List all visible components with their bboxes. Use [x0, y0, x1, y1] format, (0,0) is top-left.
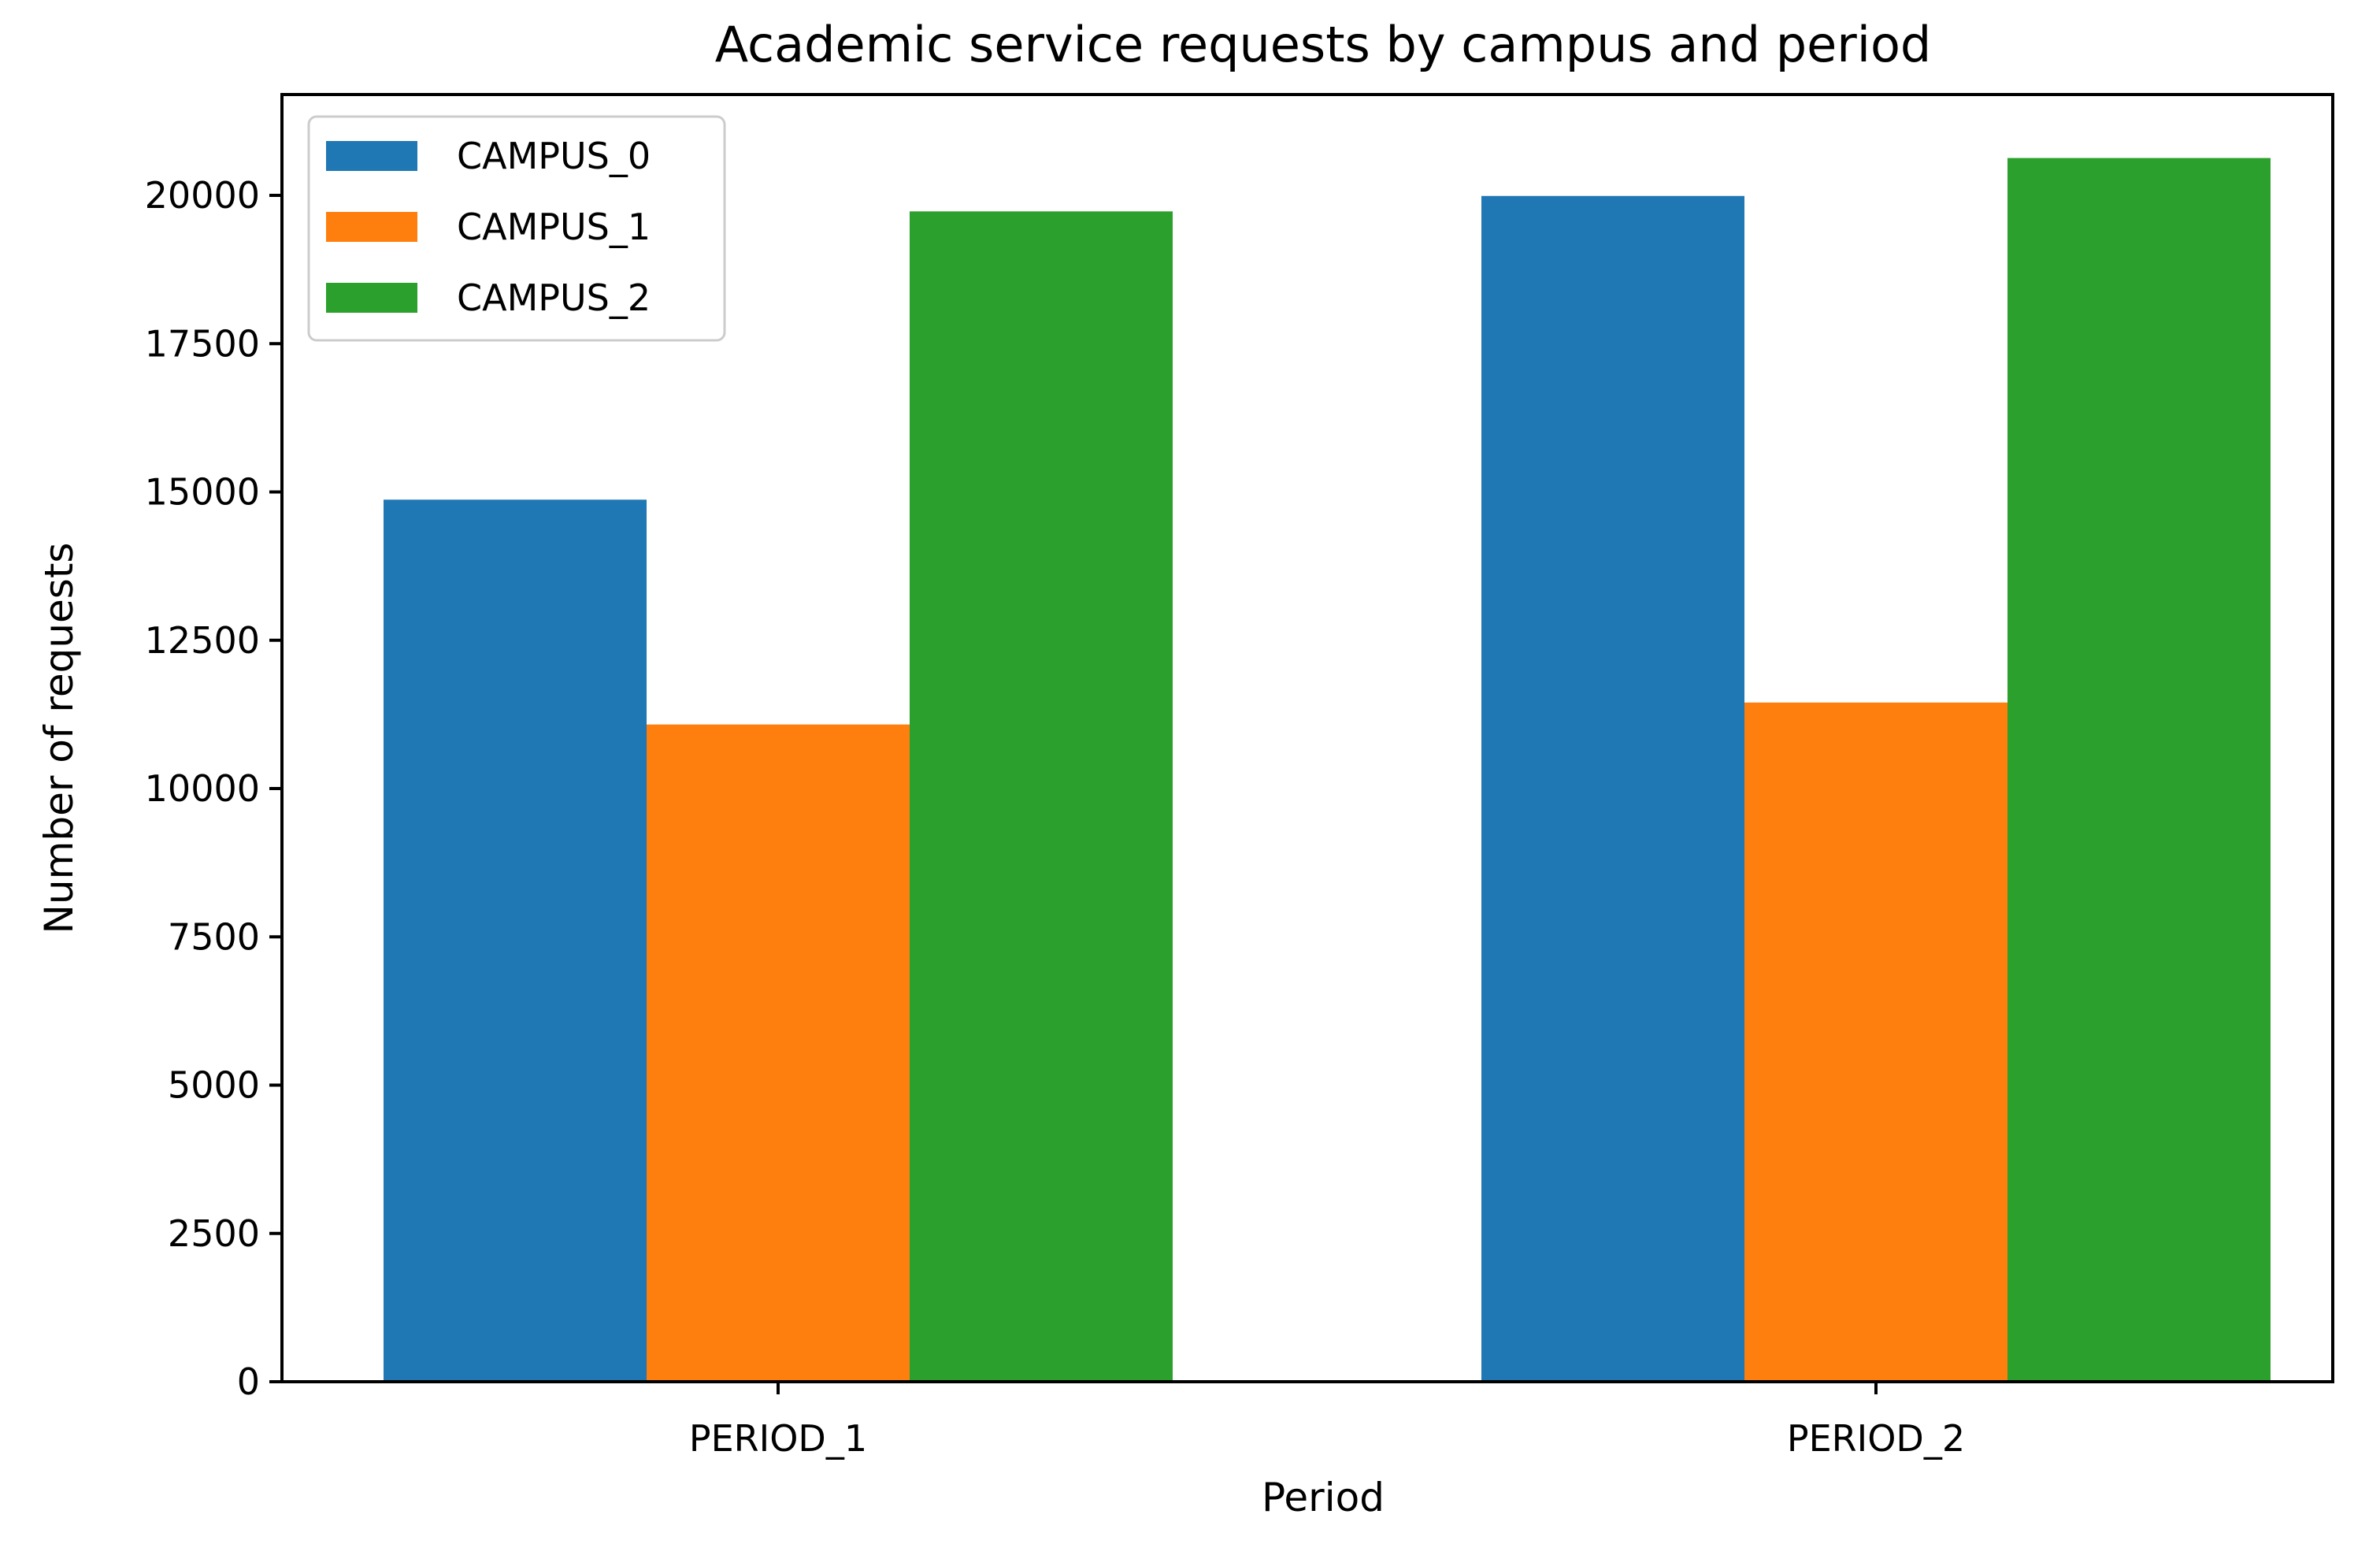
y-axis: 0 2500 5000 7500 10000 12500 15000 17500 20000 — [145, 174, 282, 1403]
bar-campus-1-period-2 — [1744, 702, 2007, 1382]
plot-frame — [280, 93, 2334, 1383]
y-tick-label: 17500 — [145, 322, 260, 365]
y-tick-label: 0 — [237, 1360, 260, 1403]
chart-title: Academic service requests by campus and … — [715, 16, 1932, 73]
x-tick-label: PERIOD_1 — [689, 1417, 867, 1460]
legend-entry-label: CAMPUS_2 — [457, 277, 651, 319]
y-tick-label: 12500 — [145, 619, 260, 662]
x-axis: PERIOD_1 PERIOD_2 — [689, 1382, 1965, 1460]
bars-group — [384, 158, 2271, 1382]
bar-campus-0-period-2 — [1481, 195, 1744, 1382]
legend-swatch — [326, 212, 417, 242]
y-tick-label: 20000 — [145, 174, 260, 217]
y-tick-label: 5000 — [168, 1064, 260, 1107]
y-tick-label: 7500 — [168, 915, 260, 958]
legend-entry-label: CAMPUS_0 — [457, 135, 651, 177]
y-tick-label: 10000 — [145, 767, 260, 810]
legend: CAMPUS_0 CAMPUS_1 CAMPUS_2 — [307, 115, 726, 342]
bar-campus-2-period-2 — [2007, 158, 2271, 1382]
x-tick-label: PERIOD_2 — [1787, 1417, 1965, 1460]
y-tick-label: 2500 — [168, 1212, 260, 1255]
legend-swatch — [326, 141, 417, 171]
y-axis-label: Number of requests — [36, 543, 82, 934]
y-tick-label: 15000 — [145, 471, 260, 514]
bar-campus-2-period-1 — [910, 211, 1173, 1382]
bar-campus-0-period-1 — [384, 499, 647, 1382]
bar-campus-1-period-1 — [647, 724, 910, 1382]
legend-entry-label: CAMPUS_1 — [457, 206, 651, 248]
legend-swatch — [326, 283, 417, 313]
x-axis-label: Period — [1262, 1475, 1385, 1520]
